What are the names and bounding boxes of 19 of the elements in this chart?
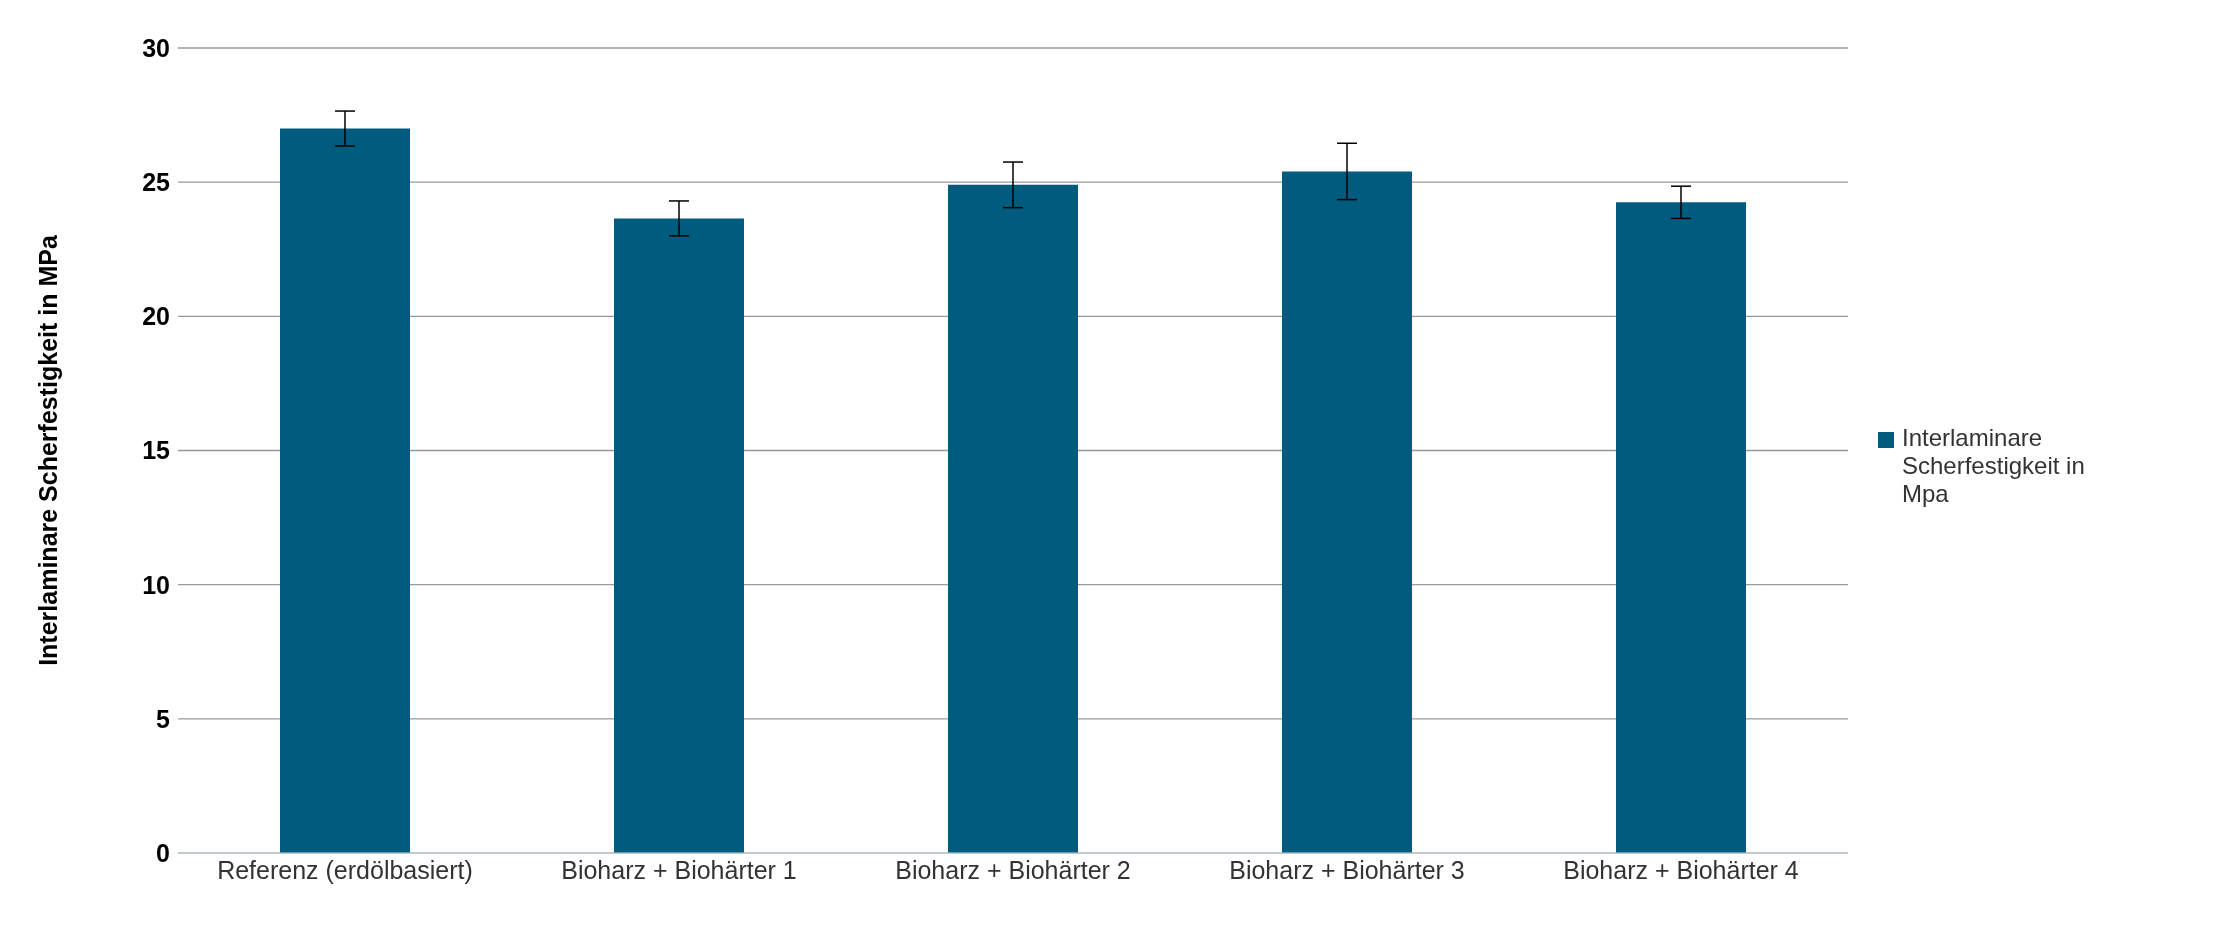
y-axis-title: Interlaminare Scherfestigkeit in MPa <box>33 234 62 666</box>
y-tick-label: 5 <box>156 704 171 733</box>
y-tick-label: 0 <box>156 838 170 867</box>
legend-label: Interlaminare Scherfestigkeit in Mpa <box>1902 423 2086 508</box>
bar <box>948 184 1078 853</box>
x-tick-label: Bioharz + Biohärter 1 <box>561 855 797 884</box>
y-tick-label: 15 <box>142 436 171 465</box>
bar <box>614 218 744 853</box>
y-tick-label: 20 <box>142 302 170 331</box>
x-tick-label: Referenz (erdölbasiert) <box>217 855 473 884</box>
y-tick-label: 30 <box>142 33 170 62</box>
bar <box>1616 202 1746 853</box>
bar <box>280 128 410 853</box>
x-tick-label: Bioharz + Biohärter 3 <box>1229 855 1465 884</box>
y-tick-label: 25 <box>142 168 171 197</box>
bar <box>1282 171 1412 853</box>
y-tick-label: 10 <box>142 570 170 599</box>
x-tick-label: Bioharz + Biohärter 4 <box>1563 855 1799 884</box>
x-tick-label: Bioharz + Biohärter 2 <box>895 855 1131 884</box>
